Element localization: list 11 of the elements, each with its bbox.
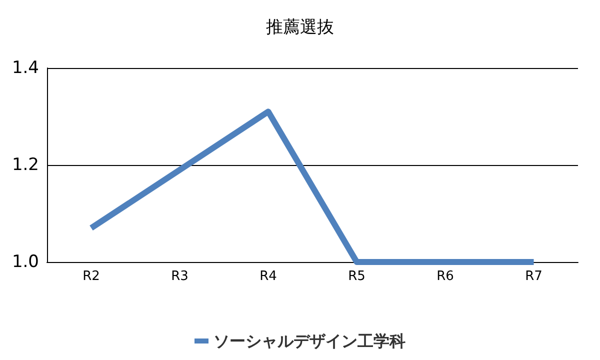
x-tick-label: R5 — [348, 269, 366, 284]
y-tick-label: 1.4 — [12, 58, 39, 78]
y-tick-label: 1.2 — [12, 155, 39, 175]
x-tick-label: R3 — [171, 269, 188, 284]
x-tick-label: R7 — [525, 269, 542, 284]
x-tick-label: R6 — [436, 269, 454, 284]
x-tick-label: R2 — [82, 269, 100, 284]
legend-label: ソーシャルデザイン工学科 — [214, 332, 406, 350]
x-tick-label: R4 — [260, 269, 277, 284]
y-tick-label: 1.0 — [12, 252, 39, 272]
chart-title: 推薦選抜 — [266, 18, 334, 38]
